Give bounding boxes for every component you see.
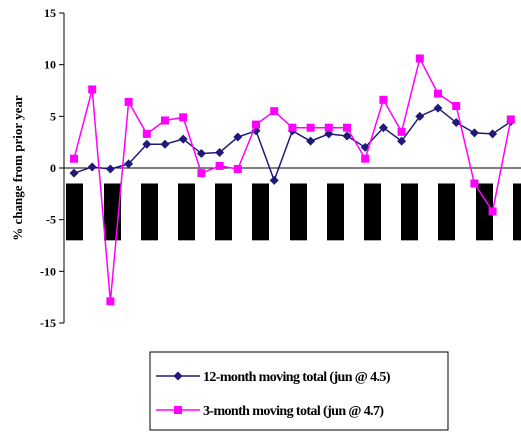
series-point-1: [160, 139, 170, 149]
series-point-2: [288, 123, 297, 132]
y-axis-label: % change from prior year: [10, 95, 25, 241]
black-bar: [364, 183, 381, 241]
y-tick-label: 10: [44, 58, 56, 72]
series-point-2: [88, 85, 97, 94]
y-tick-label: -10: [40, 264, 56, 278]
black-bar: [401, 183, 418, 241]
y-tick-label: 15: [44, 6, 56, 20]
y-tick-label: 5: [50, 109, 56, 123]
series-point-2: [124, 97, 133, 106]
series-point-2: [161, 116, 169, 125]
series-point-2: [233, 165, 242, 174]
series-point-1: [451, 118, 461, 128]
series-point-2: [415, 54, 424, 63]
series-point-1: [415, 111, 425, 121]
series-point-1: [488, 129, 498, 139]
series-point-1: [342, 131, 352, 141]
black-bar: [178, 183, 195, 241]
black-bar: [252, 183, 269, 241]
series-point-2: [488, 207, 497, 216]
series-point-1: [69, 168, 79, 178]
series-point-1: [124, 159, 134, 169]
legend-label-1: 12-month moving total (jun @ 4.5): [203, 370, 391, 385]
black-bar: [66, 183, 83, 241]
series-point-2: [452, 102, 461, 110]
legend-marker-1: [173, 371, 183, 381]
series-point-1: [433, 103, 443, 113]
series-point-2: [361, 154, 370, 163]
black-bar: [327, 183, 344, 241]
series-point-1: [178, 134, 188, 144]
legend-label-2: 3-month moving total (jun @ 4.7): [203, 404, 384, 419]
black-bar: [141, 183, 158, 241]
series-point-2: [270, 107, 279, 116]
series-point-2: [306, 123, 315, 132]
series-point-2: [106, 297, 115, 306]
series-point-1: [378, 123, 388, 133]
series-point-1: [469, 128, 479, 138]
series-point-2: [252, 120, 260, 129]
y-tick-label: 0: [50, 161, 56, 175]
series-point-2: [215, 161, 224, 170]
series-point-2: [506, 115, 515, 124]
series-point-2: [179, 113, 188, 122]
black-bar: [513, 183, 521, 241]
series-point-2: [197, 169, 206, 178]
series-point-2: [142, 129, 151, 138]
series-line-1: [73, 107, 512, 183]
series-point-2: [470, 179, 479, 188]
y-tick-label: -15: [40, 316, 56, 330]
black-bar: [215, 183, 232, 241]
series-point-1: [196, 149, 206, 159]
legend-box: [149, 351, 449, 431]
series-point-2: [379, 95, 388, 104]
black-bar: [476, 183, 493, 241]
axes: 15 10 5 0 -5 -10 -15: [40, 6, 521, 330]
series-point-2: [343, 123, 351, 132]
legend: 12-month moving total (jun @ 4.5) 3-month…: [149, 351, 449, 431]
legend-marker-2: [174, 406, 182, 414]
series-point-1: [306, 136, 316, 146]
black-bars: [66, 183, 521, 241]
series-point-2: [434, 89, 442, 98]
black-bar: [290, 183, 307, 241]
series-point-2: [324, 123, 333, 132]
series-point-1: [142, 139, 152, 149]
series-line-2: [73, 56, 512, 302]
y-tick-label: -5: [46, 213, 56, 227]
series-point-2: [397, 127, 406, 136]
series-point-1: [233, 132, 243, 142]
series-point-1: [105, 164, 115, 174]
series-point-1: [397, 136, 407, 146]
series: [69, 54, 516, 306]
series-point-1: [87, 162, 97, 172]
series-point-2: [70, 154, 78, 163]
black-bar: [438, 183, 455, 241]
series-point-1: [269, 175, 279, 185]
series-point-1: [215, 148, 225, 157]
